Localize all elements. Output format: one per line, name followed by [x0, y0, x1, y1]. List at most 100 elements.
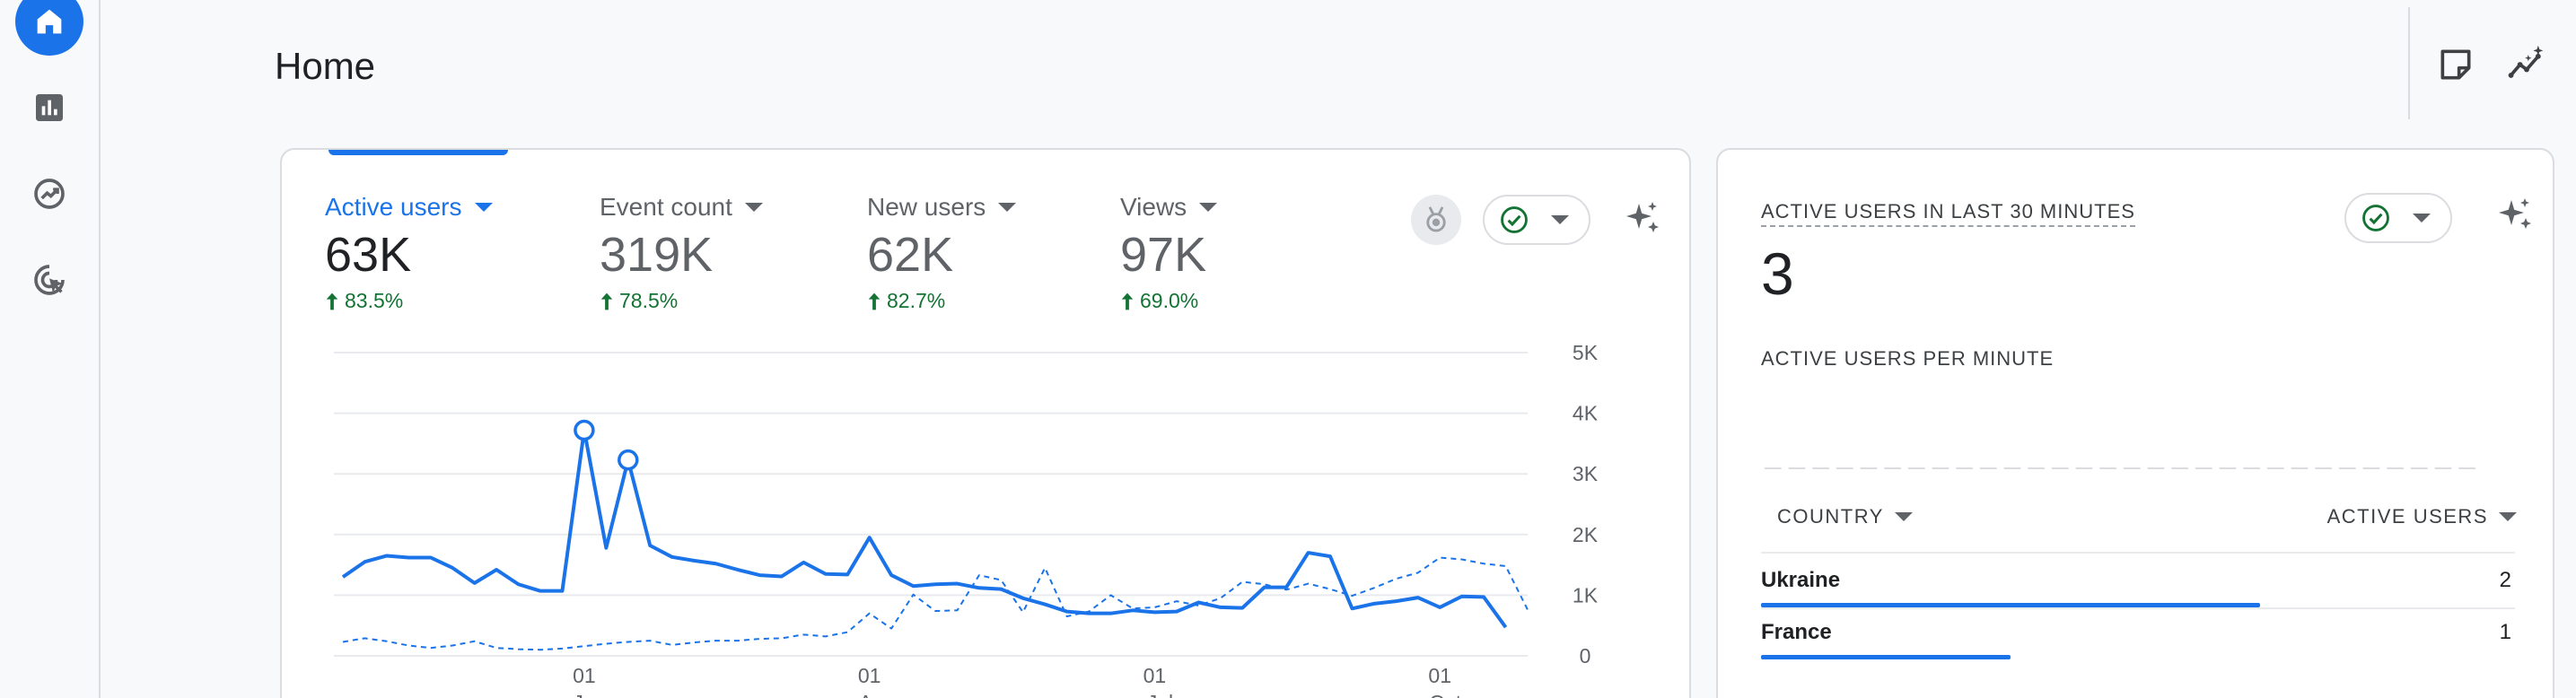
country-share-bar	[1761, 603, 2260, 607]
metric-change: 83.5%	[325, 289, 493, 313]
active-users-header-label: ACTIVE USERS	[2326, 505, 2488, 528]
explore-icon	[34, 179, 65, 209]
metric-label: Active users	[325, 193, 462, 221]
metric-value: 97K	[1120, 228, 1207, 282]
nav-home-button[interactable]	[15, 0, 83, 56]
y-tick-label: 2K	[1573, 523, 1599, 546]
sparkle-icon	[1626, 202, 1659, 232]
check-circle-icon	[2362, 205, 2389, 231]
caret-down-icon	[1894, 512, 1913, 521]
overview-card: Active users 63K 83.5% Event count 319K …	[280, 148, 1691, 698]
metric-label: New users	[867, 193, 986, 221]
country-column-header[interactable]: COUNTRY	[1777, 505, 1913, 528]
caret-down-icon	[1199, 203, 1218, 212]
metric-label: Event count	[600, 193, 732, 221]
y-tick-label: 3K	[1573, 462, 1599, 485]
metric-change-value: 69.0%	[1140, 289, 1199, 313]
arrow-up-icon	[600, 292, 613, 310]
realtime-data-quality-dropdown[interactable]	[2344, 193, 2452, 243]
header-divider	[2408, 7, 2410, 119]
active-users-line-chart: 5K 4K 3K 2K 1K 0 01 Jan 01 Apr 01 Jul 01 Oct	[334, 341, 1599, 698]
metric-label-wrap: Event count	[600, 193, 763, 222]
active-users-line	[341, 428, 1508, 629]
country-users: 2	[2499, 568, 2511, 592]
metric-label-wrap: Views	[1120, 193, 1218, 222]
x-tick-month: Oct	[1429, 691, 1461, 698]
y-tick-label: 5K	[1573, 341, 1599, 364]
per-minute-label: ACTIVE USERS PER MINUTE	[1761, 347, 2055, 370]
country-users: 1	[2499, 620, 2511, 644]
x-tick-month: Jan	[573, 691, 606, 698]
caret-down-icon	[998, 203, 1017, 212]
metric-value: 319K	[600, 228, 714, 282]
metric-tab-views[interactable]: Views 97K 69.0%	[1120, 193, 1218, 313]
arrow-up-icon	[326, 292, 338, 310]
sparkle-icon	[2499, 198, 2531, 229]
selected-tab-indicator	[329, 150, 508, 155]
x-tick-day: 01	[1428, 664, 1451, 687]
metric-change: 69.0%	[1120, 289, 1217, 313]
y-tick-label: 1K	[1573, 583, 1599, 606]
metric-change-value: 82.7%	[887, 289, 946, 313]
metric-tab-event-count[interactable]: Event count 319K 78.5%	[600, 193, 763, 313]
caret-down-icon	[474, 203, 493, 212]
active-users-column-header[interactable]: ACTIVE USERS	[2327, 505, 2517, 528]
country-name: Ukraine	[1761, 568, 1841, 592]
arrow-up-icon	[868, 292, 881, 310]
x-tick-day: 01	[1143, 664, 1167, 687]
sticky-note-icon	[2440, 49, 2471, 80]
metric-value: 63K	[325, 228, 412, 282]
table-divider	[1761, 552, 2515, 554]
x-tick-day: 01	[858, 664, 881, 687]
metric-label: Views	[1120, 193, 1187, 221]
realtime-title[interactable]: ACTIVE USERS IN LAST 30 MINUTES	[1761, 200, 2135, 227]
nav-reports-button[interactable]	[15, 74, 83, 142]
x-tick-month: Jul	[1147, 691, 1173, 698]
metric-change-value: 78.5%	[619, 289, 679, 313]
country-name: France	[1761, 620, 1832, 644]
award-medal-icon	[1426, 206, 1446, 232]
metric-change: 82.7%	[867, 289, 1016, 313]
realtime-active-users-value: 3	[1761, 240, 1794, 307]
caret-down-icon	[1551, 215, 1569, 224]
target-cursor-icon	[34, 265, 65, 295]
annotation-point[interactable]	[618, 449, 639, 471]
realtime-ai-insights-button[interactable]	[2492, 193, 2538, 240]
realtime-card: ACTIVE USERS IN LAST 30 MINUTES 3 ACTIVE…	[1716, 148, 2554, 698]
insight-badge-button[interactable]	[1411, 195, 1461, 245]
metric-label-wrap: New users	[867, 193, 1017, 222]
previous-period-line	[342, 556, 1529, 651]
y-tick-label: 4K	[1573, 402, 1599, 425]
metric-label-wrap: Active users	[325, 193, 493, 222]
left-nav-rail	[0, 0, 101, 698]
x-tick-month: Apr	[859, 691, 891, 698]
check-circle-icon	[1501, 206, 1528, 233]
nav-advertising-button[interactable]	[15, 246, 83, 314]
caret-down-icon	[2499, 512, 2517, 521]
per-minute-bar-chart	[1765, 467, 2475, 469]
nav-explore-button[interactable]	[15, 160, 83, 228]
bar-chart-icon	[36, 94, 63, 121]
notes-button[interactable]	[2431, 39, 2481, 90]
table-divider	[1761, 607, 2515, 609]
caret-down-icon	[2413, 214, 2431, 222]
arrow-up-icon	[1121, 292, 1134, 310]
caret-down-icon	[744, 203, 763, 212]
country-share-bar	[1761, 655, 2011, 659]
metric-tab-active-users[interactable]: Active users 63K 83.5%	[325, 193, 493, 313]
metric-tab-new-users[interactable]: New users 62K 82.7%	[867, 193, 1017, 313]
metric-change: 78.5%	[600, 289, 763, 313]
y-tick-label: 0	[1580, 644, 1591, 667]
annotation-point[interactable]	[574, 419, 595, 441]
metric-value: 62K	[867, 228, 954, 282]
country-header-label: COUNTRY	[1777, 505, 1884, 528]
home-icon	[37, 9, 62, 34]
x-tick-day: 01	[573, 664, 596, 687]
insights-button[interactable]	[2502, 39, 2552, 90]
ai-insights-button[interactable]	[1619, 196, 1666, 243]
metric-change-value: 83.5%	[345, 289, 404, 313]
page-title: Home	[275, 45, 376, 87]
insights-icon	[2508, 45, 2544, 78]
data-quality-dropdown[interactable]	[1483, 195, 1590, 245]
